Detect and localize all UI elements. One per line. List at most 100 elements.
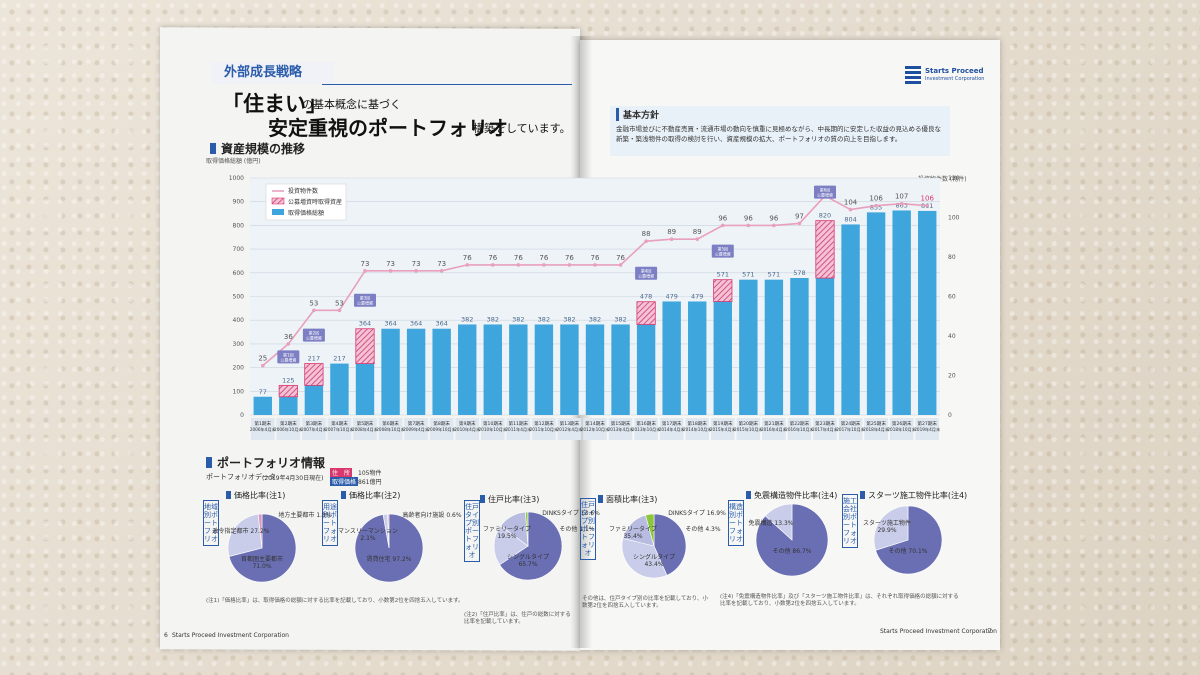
footer-left-page: 6 xyxy=(164,632,168,639)
count-value-label: 89 xyxy=(693,228,702,236)
count-point xyxy=(260,363,265,368)
pie-slice xyxy=(227,513,263,557)
count-value-label: 73 xyxy=(361,260,370,268)
category-box xyxy=(583,418,607,440)
category-sublabel: 2008年10月末 xyxy=(376,426,405,433)
offering-tag xyxy=(635,266,658,280)
count-point xyxy=(337,308,342,313)
category-label: 第23期末 xyxy=(815,420,835,427)
count-point xyxy=(644,239,648,243)
pie-slice-label: 賃貸住宅 97.2% xyxy=(366,556,412,563)
offering-tag-label: 公募増資 xyxy=(280,356,296,362)
category-label: 第17期末 xyxy=(662,420,682,427)
pie-chart xyxy=(873,505,943,575)
count-point xyxy=(593,263,597,267)
count-value-label: 76 xyxy=(616,254,625,262)
pie-slice xyxy=(493,525,529,566)
legend-label: 投資物件数 xyxy=(288,187,318,195)
category-box xyxy=(532,418,556,440)
bar xyxy=(713,301,732,415)
pie-slice-label: その他 70.1% xyxy=(888,548,928,555)
pie-title: 価格比率(注2) xyxy=(341,490,400,501)
bar xyxy=(279,396,298,415)
count-point xyxy=(286,342,291,346)
bar-value-label: 77 xyxy=(259,388,267,396)
bar-value-label: 571 xyxy=(742,271,754,279)
category-sublabel: 2015年10月末 xyxy=(734,426,763,433)
category-label: 第6期末 xyxy=(382,420,399,427)
bar xyxy=(892,210,911,415)
bar-value-label: 364 xyxy=(435,320,447,328)
category-label: 第19期末 xyxy=(713,420,733,427)
category-sublabel: 2012年10月末 xyxy=(581,426,610,433)
count-point xyxy=(618,263,623,267)
count-point xyxy=(746,223,751,228)
y-tick-label: 300 xyxy=(233,341,245,348)
pie-slice-label: その他 4.3% xyxy=(685,526,721,533)
count-point xyxy=(899,201,904,206)
policy-tag: 基本方針 xyxy=(616,108,659,121)
bar xyxy=(815,278,835,415)
y-tick-label: 600 xyxy=(233,270,245,277)
bar-value-label: 382 xyxy=(461,315,473,323)
category-box xyxy=(557,418,582,440)
count-value-label: 73 xyxy=(386,260,395,268)
portfolio-data-title: ポートフォリオデータ xyxy=(206,473,276,481)
bar-value-label: 804 xyxy=(844,215,856,223)
bar-value-label: 479 xyxy=(665,292,677,300)
legend-swatch-bar xyxy=(272,209,284,215)
legend-label: 公募増資時取得資産 xyxy=(288,198,342,206)
bar xyxy=(330,363,349,415)
offering-bar xyxy=(355,328,375,364)
y2-tick-label: 60 xyxy=(948,294,956,301)
category-box xyxy=(889,418,914,440)
category-sublabel: 2011年10月末 xyxy=(530,426,559,433)
pie-slice-label: DINKSタイプ 16.9% xyxy=(668,510,726,517)
count-value-label: 106 xyxy=(869,195,883,203)
category-sublabel: 2018年10月末 xyxy=(887,426,916,433)
category-box xyxy=(736,418,761,440)
pie-slice-label: シングルタイプ 43.4% xyxy=(632,554,675,568)
count-value-label: 96 xyxy=(744,214,753,222)
count-point xyxy=(490,263,495,267)
pie-slice-label: 高齢者向け施設 0.6% xyxy=(402,512,462,519)
pie-slice xyxy=(621,538,668,579)
bar xyxy=(534,324,554,415)
pie-slice-label: 地方主要都市 1.8% xyxy=(278,512,332,519)
count-value-label: 25 xyxy=(258,355,267,363)
y2-tick-label: 0 xyxy=(948,412,952,419)
offering-tag-label: 第6回 xyxy=(820,187,831,193)
offering-tag-label: 第1回 xyxy=(283,351,294,357)
pie-slice xyxy=(257,513,263,549)
count-value-label: 97 xyxy=(795,212,804,220)
count-point xyxy=(465,263,470,267)
note-4: (注4)「免震構造物件比率」及び「スターツ施工物件比率」は、それぞれ取得価格の総… xyxy=(720,594,959,607)
category-sublabel: 2010年10月末 xyxy=(478,426,507,433)
pie-chart xyxy=(227,513,297,583)
category-sublabel: 2016年4月末 xyxy=(761,426,788,433)
category-label: 第2期末 xyxy=(280,420,297,427)
count-point xyxy=(388,269,393,273)
category-box xyxy=(455,418,479,440)
category-box xyxy=(864,418,888,440)
y-tick-label: 100 xyxy=(233,388,245,395)
category-label: 第21期末 xyxy=(764,420,784,427)
policy-box xyxy=(610,106,950,156)
bar-value-label: 125 xyxy=(282,376,294,384)
category-sublabel: 2018年4月末 xyxy=(863,426,890,433)
pie-slice xyxy=(525,511,529,547)
category-box xyxy=(813,418,837,440)
pie-slice xyxy=(387,513,390,549)
y-tick-label: 0 xyxy=(240,412,244,419)
count-point xyxy=(312,308,316,313)
headline-mid: の基本概念に基づく xyxy=(302,98,401,111)
y-tick-label: 1000 xyxy=(229,175,244,182)
pie-chart xyxy=(621,513,687,579)
count-value-label: 76 xyxy=(539,254,548,262)
y2-tick-label: 80 xyxy=(948,254,956,261)
category-sublabel: 2013年10月末 xyxy=(632,426,661,433)
count-value-label: 76 xyxy=(514,254,523,262)
bar-value-label: 382 xyxy=(487,315,499,323)
offering-tag-label: 公募増資 xyxy=(638,273,654,279)
bar-value-label: 578 xyxy=(793,269,805,277)
